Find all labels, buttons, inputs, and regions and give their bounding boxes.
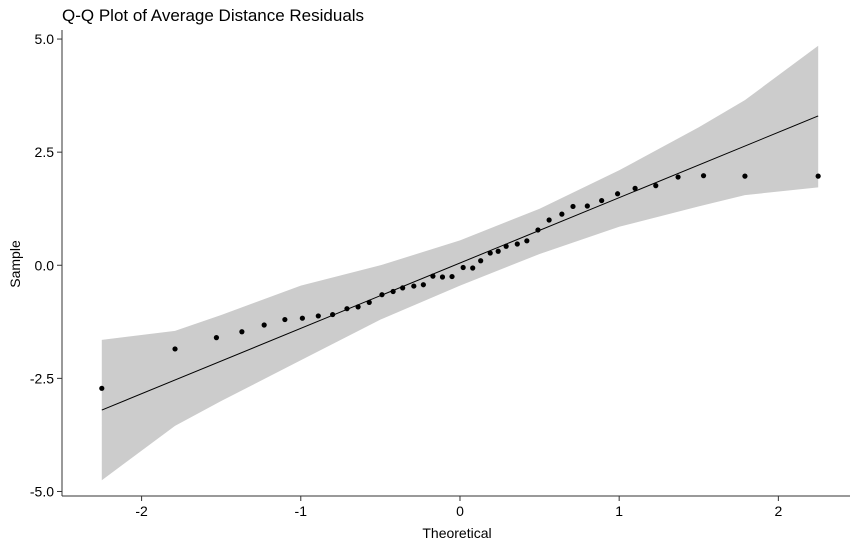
y-tick-label: 5.0	[35, 31, 55, 47]
data-point	[503, 243, 509, 249]
data-point	[546, 217, 552, 223]
data-point	[366, 299, 372, 305]
data-point	[261, 322, 267, 328]
y-tick-label: 2.5	[35, 144, 55, 160]
data-point	[559, 211, 565, 217]
data-point	[495, 248, 501, 254]
data-point	[99, 385, 105, 391]
x-tick-label: -2	[135, 503, 148, 519]
data-point	[487, 250, 493, 256]
y-tick-label: 0.0	[35, 257, 55, 273]
x-tick-label: 0	[456, 503, 464, 519]
data-point	[239, 329, 245, 335]
data-point	[379, 292, 385, 298]
data-point	[315, 313, 321, 319]
data-point	[449, 273, 455, 280]
data-point	[213, 335, 220, 341]
data-point	[330, 311, 336, 318]
data-point	[411, 283, 417, 289]
data-point	[524, 238, 530, 244]
data-point	[535, 227, 541, 233]
data-point	[584, 203, 590, 209]
data-point	[470, 265, 476, 271]
data-point	[478, 258, 484, 264]
data-point	[632, 185, 638, 191]
data-point	[172, 346, 178, 352]
data-point	[700, 173, 707, 179]
data-point	[570, 203, 576, 210]
data-point	[439, 274, 446, 280]
data-point	[614, 191, 621, 197]
data-point	[430, 273, 436, 279]
reference-line	[101, 115, 819, 411]
reference-line-layer	[101, 115, 819, 411]
y-tick-label: -2.5	[30, 370, 54, 386]
data-points-layer	[99, 173, 821, 391]
x-tick-label: -1	[295, 503, 308, 519]
data-point	[675, 174, 681, 180]
data-point	[653, 183, 659, 189]
data-point	[460, 264, 466, 271]
data-point	[344, 306, 350, 312]
data-point	[282, 316, 288, 323]
data-point	[400, 285, 406, 291]
data-point	[355, 304, 361, 310]
x-tick-label: 1	[615, 503, 623, 519]
y-axis-title: Sample	[7, 240, 23, 288]
x-tick-label: 2	[774, 503, 782, 519]
x-axis-title: Theoretical	[422, 525, 491, 541]
data-point	[742, 173, 748, 179]
data-point	[390, 288, 396, 295]
axes-layer: -2 -1 0 1 2 -5.0 -2.5 0.0 2.5 5.0	[30, 30, 850, 519]
data-point	[420, 282, 426, 288]
data-point	[514, 241, 520, 247]
chart-title: Q-Q Plot of Average Distance Residuals	[62, 6, 365, 25]
data-point	[815, 173, 821, 179]
data-point	[299, 315, 305, 321]
y-tick-label: -5.0	[30, 483, 54, 499]
data-point	[599, 197, 605, 204]
